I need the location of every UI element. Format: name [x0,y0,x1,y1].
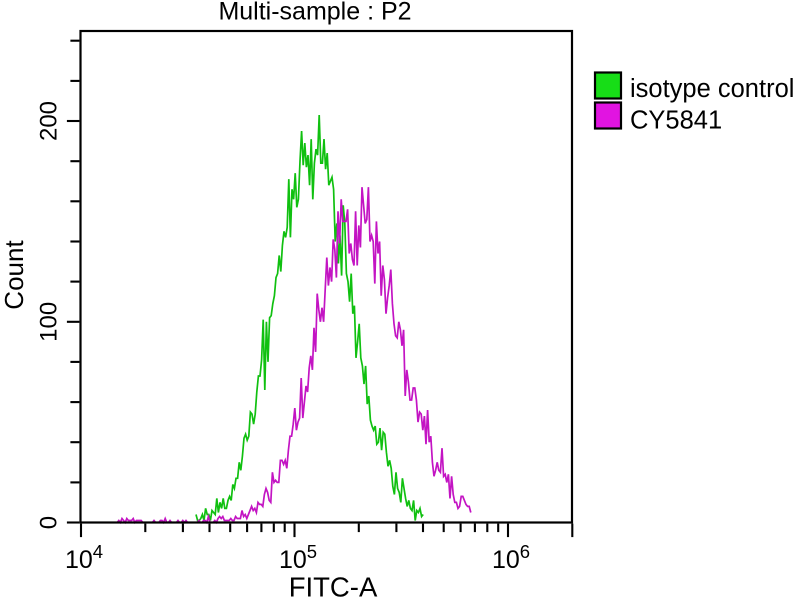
svg-text:Count: Count [0,240,29,310]
svg-text:isotype control: isotype control [630,75,794,103]
svg-text:105: 105 [279,541,317,574]
svg-text:200: 200 [36,101,63,141]
svg-text:106: 106 [492,541,530,574]
svg-text:FITC-A: FITC-A [289,572,378,600]
svg-text:CY5841: CY5841 [630,107,722,135]
svg-text:0: 0 [36,516,63,529]
svg-text:104: 104 [65,541,103,574]
svg-text:Multi-sample : P2: Multi-sample : P2 [218,0,411,26]
svg-text:100: 100 [36,302,63,342]
